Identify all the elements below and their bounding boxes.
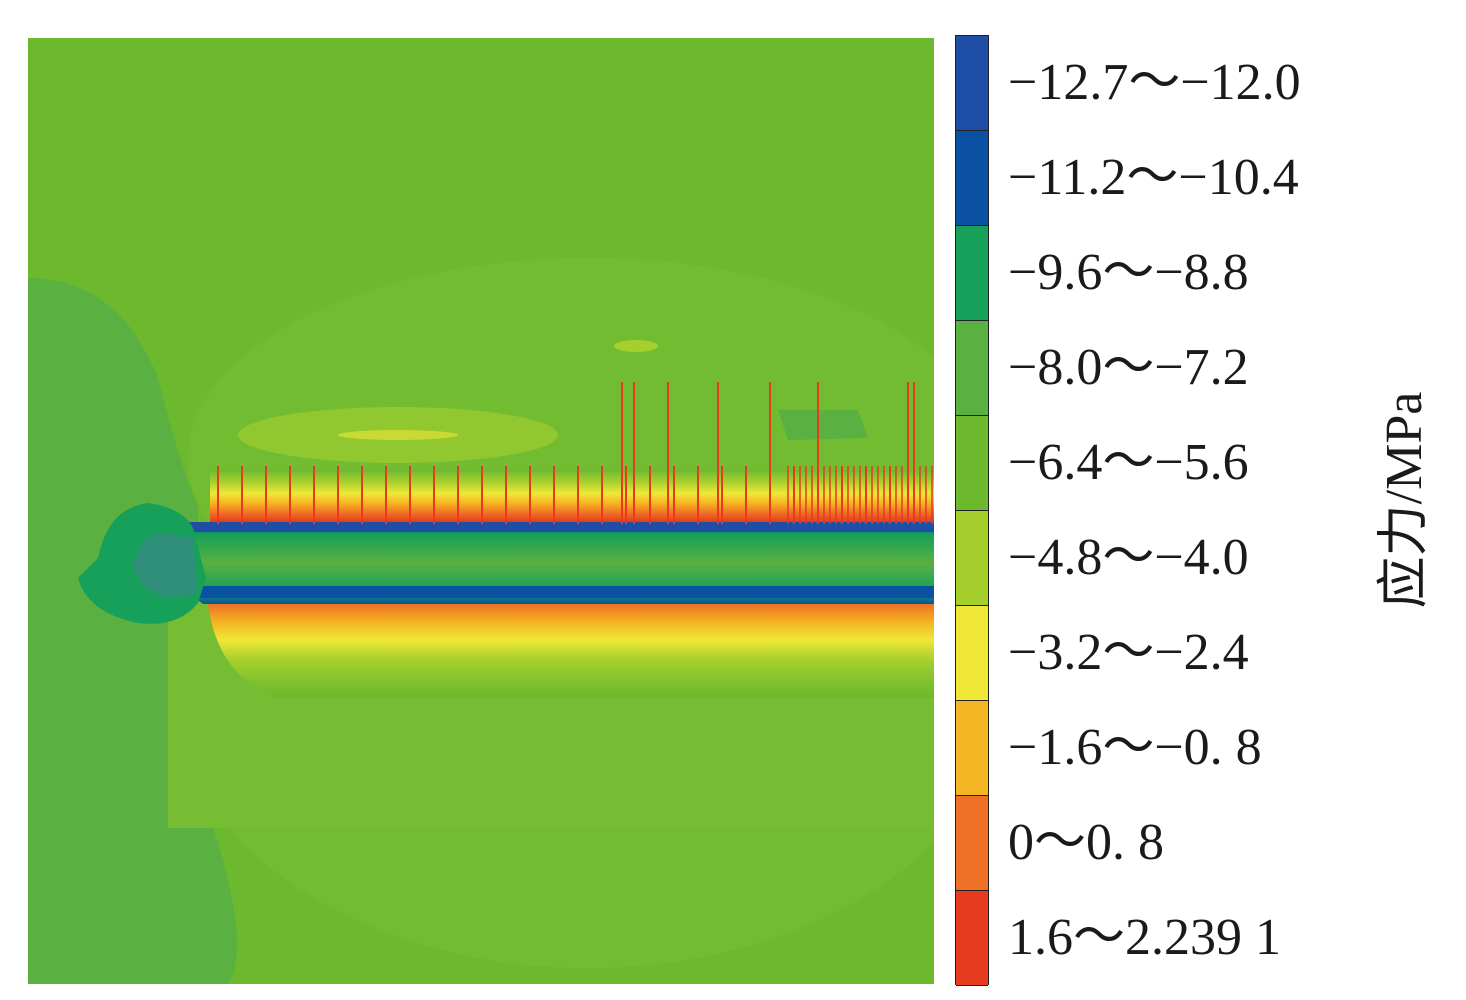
legend-swatch [956, 511, 988, 606]
legend-label: −9.6～−8.8 [1008, 243, 1249, 301]
legend-label: −8.0～−7.2 [1008, 338, 1249, 396]
upper-tensile-band [210, 470, 934, 522]
legend-swatch [956, 131, 988, 226]
legend-label: −12.7～−12.0 [1008, 53, 1301, 111]
lower-tensile-band [208, 604, 934, 698]
excavation-body [168, 522, 934, 604]
legend-swatch [956, 36, 988, 131]
legend-label: −11.2～−10.4 [1008, 148, 1299, 206]
legend-swatch [956, 796, 988, 891]
colorbar-unit-label: 应力/MPa [1376, 391, 1433, 609]
legend-label: −3.2～−2.4 [1008, 623, 1249, 681]
legend-swatch [956, 416, 988, 511]
legend-swatch [956, 321, 988, 416]
legend-label: −6.4～−5.6 [1008, 433, 1249, 491]
legend-swatch [956, 891, 988, 986]
legend-swatch [956, 701, 988, 796]
legend-label: 1.6～2.239 1 [1008, 908, 1282, 966]
crack-traces [217, 382, 933, 524]
color-legend-bar [955, 35, 989, 986]
legend-swatch [956, 606, 988, 701]
stress-contour-map [28, 38, 934, 984]
legend-swatch [956, 226, 988, 321]
legend-label: −4.8～−4.0 [1008, 528, 1249, 586]
legend-label: 0～0. 8 [1008, 813, 1165, 871]
legend-label: −1.6～−0. 8 [1008, 718, 1262, 776]
